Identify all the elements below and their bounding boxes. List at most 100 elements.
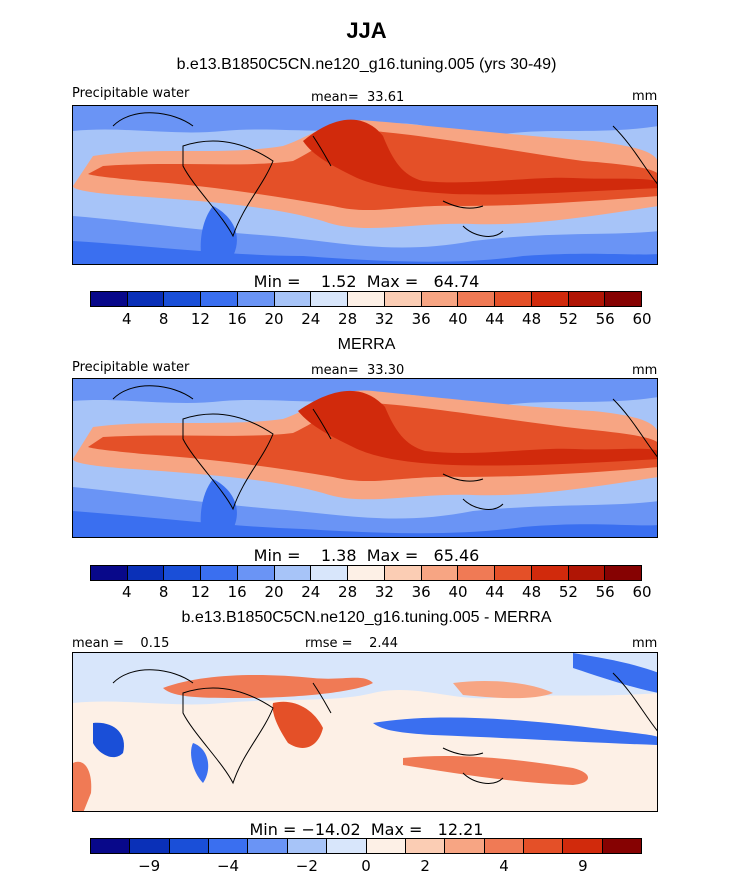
colorbar-tick-label: 28 bbox=[338, 310, 358, 328]
colorbar-swatch bbox=[563, 839, 603, 853]
panel2-stats: Min = 1.38 Max = 65.46 bbox=[253, 546, 480, 565]
colorbar-swatch bbox=[274, 566, 312, 580]
colorbar-tick-label: 32 bbox=[374, 583, 394, 601]
panel3-unit-label: mm bbox=[632, 636, 658, 651]
colorbar-tick-label: 48 bbox=[522, 583, 542, 601]
colorbar-swatch bbox=[91, 839, 131, 853]
colorbar-swatch bbox=[274, 292, 312, 306]
colorbar-swatch bbox=[495, 566, 532, 580]
colorbar-swatch bbox=[209, 839, 249, 853]
colorbar-swatch bbox=[201, 292, 238, 306]
panel2-mean-label: mean= 33.30 bbox=[311, 363, 405, 378]
colorbar-tick-label: 52 bbox=[558, 583, 578, 601]
colorbar-swatch bbox=[91, 292, 128, 306]
colorbar-tick-label: 40 bbox=[448, 310, 468, 328]
panel2-map-field bbox=[73, 379, 657, 537]
colorbar-swatch bbox=[421, 566, 459, 580]
colorbar-tick-label: 36 bbox=[411, 583, 431, 601]
colorbar-tick-label: 8 bbox=[158, 583, 169, 601]
colorbar-tick-label: 44 bbox=[485, 583, 505, 601]
colorbar-swatch bbox=[287, 839, 328, 853]
panel3-rmse-label: rmse = 2.44 bbox=[305, 636, 399, 651]
panel2-unit-label: mm bbox=[632, 363, 658, 378]
colorbar-swatch bbox=[248, 839, 288, 853]
colorbar-tick-label: 20 bbox=[264, 310, 284, 328]
colorbar-swatch bbox=[421, 292, 459, 306]
colorbar-swatch bbox=[531, 566, 569, 580]
colorbar-swatch bbox=[458, 292, 496, 306]
colorbar-tick-label: 24 bbox=[301, 310, 321, 328]
colorbar-swatch bbox=[405, 839, 446, 853]
colorbar-tick-label: 36 bbox=[411, 310, 431, 328]
panel1-stats: Min = 1.52 Max = 64.74 bbox=[253, 272, 480, 291]
colorbar-swatch bbox=[311, 566, 349, 580]
colorbar-swatch bbox=[91, 566, 128, 580]
colorbar-swatch bbox=[605, 566, 642, 580]
panel3-map bbox=[72, 652, 658, 812]
colorbar-swatch bbox=[164, 566, 202, 580]
panel2-colorbar bbox=[90, 565, 642, 581]
colorbar-swatch bbox=[127, 292, 165, 306]
colorbar-swatch bbox=[366, 839, 406, 853]
panel2-map bbox=[72, 378, 658, 538]
colorbar-tick-label: 56 bbox=[595, 310, 615, 328]
colorbar-tick-label: 12 bbox=[190, 310, 210, 328]
colorbar-tick-label: 0 bbox=[361, 857, 371, 875]
colorbar-tick-label: 20 bbox=[264, 583, 284, 601]
panel3-map-field bbox=[73, 653, 657, 811]
colorbar-swatch bbox=[164, 292, 202, 306]
colorbar-swatch bbox=[384, 566, 422, 580]
colorbar-swatch bbox=[458, 566, 496, 580]
colorbar-tick-label: 4 bbox=[122, 310, 132, 328]
panel1-colorbar-ticks: 4 8 12 16 20 24 28 32 36 40 44 48 52 56 60 bbox=[90, 310, 652, 328]
colorbar-tick-label: 16 bbox=[227, 583, 247, 601]
colorbar-swatch bbox=[311, 292, 349, 306]
colorbar-swatch bbox=[495, 292, 532, 306]
colorbar-tick-label: 4 bbox=[499, 857, 509, 875]
colorbar-swatch bbox=[484, 839, 524, 853]
colorbar-swatch bbox=[445, 839, 485, 853]
panel1-mean-label: mean= 33.61 bbox=[311, 90, 405, 105]
colorbar-swatch bbox=[523, 839, 564, 853]
panel1-title: b.e13.B1850C5CN.ne120_g16.tuning.005 (yr… bbox=[176, 56, 557, 73]
panel1-map bbox=[72, 105, 658, 265]
panel3-title: b.e13.B1850C5CN.ne120_g16.tuning.005 - M… bbox=[181, 609, 552, 626]
panel2-title: MERRA bbox=[337, 336, 396, 353]
panel3-mean-label: mean = 0.15 bbox=[72, 636, 170, 651]
colorbar-swatch bbox=[531, 292, 569, 306]
colorbar-swatch bbox=[237, 292, 275, 306]
colorbar-tick-label: 12 bbox=[190, 583, 210, 601]
colorbar-swatch bbox=[201, 566, 238, 580]
panel1-left-label: Precipitable water bbox=[72, 86, 190, 101]
colorbar-swatch bbox=[327, 839, 367, 853]
colorbar-tick-label: 32 bbox=[374, 310, 394, 328]
panel2-left-label: Precipitable water bbox=[72, 360, 190, 375]
colorbar-tick-label: −9 bbox=[138, 857, 161, 875]
colorbar-tick-label: 2 bbox=[420, 857, 430, 875]
colorbar-swatch bbox=[602, 839, 642, 853]
colorbar-tick-label: 9 bbox=[578, 857, 588, 875]
colorbar-tick-label: 56 bbox=[595, 583, 615, 601]
figure-title: JJA bbox=[346, 18, 387, 43]
colorbar-swatch bbox=[348, 292, 385, 306]
colorbar-tick-label: 40 bbox=[448, 583, 468, 601]
panel1-colorbar bbox=[90, 291, 642, 307]
colorbar-swatch bbox=[237, 566, 275, 580]
colorbar-swatch bbox=[568, 292, 606, 306]
panel3-colorbar bbox=[90, 838, 642, 854]
panel1-unit-label: mm bbox=[632, 89, 658, 104]
colorbar-tick-label: 52 bbox=[558, 310, 578, 328]
colorbar-tick-label: 28 bbox=[338, 583, 358, 601]
colorbar-tick-label: 60 bbox=[632, 583, 652, 601]
colorbar-tick-label: 60 bbox=[632, 310, 652, 328]
colorbar-swatch bbox=[348, 566, 385, 580]
colorbar-swatch bbox=[130, 839, 170, 853]
colorbar-tick-label: 16 bbox=[227, 310, 247, 328]
colorbar-swatch bbox=[127, 566, 165, 580]
colorbar-swatch bbox=[169, 839, 210, 853]
panel3-colorbar-ticks: −9 −4 −2 0 2 4 9 bbox=[90, 857, 642, 875]
panel2-colorbar-ticks: 4 8 12 16 20 24 28 32 36 40 44 48 52 56 60 bbox=[90, 583, 652, 601]
colorbar-tick-label: −2 bbox=[295, 857, 318, 875]
colorbar-tick-label: 4 bbox=[122, 583, 132, 601]
colorbar-swatch bbox=[568, 566, 606, 580]
